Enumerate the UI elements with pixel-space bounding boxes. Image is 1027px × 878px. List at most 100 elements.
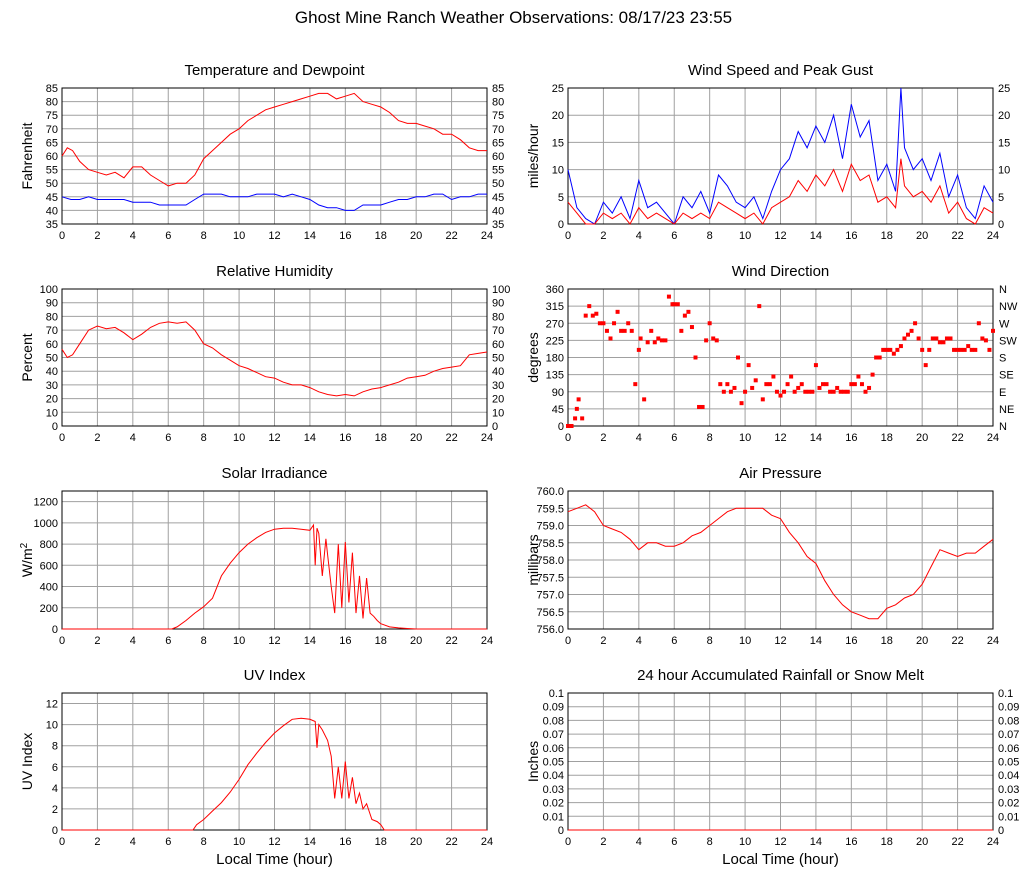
- data-point: [626, 321, 631, 326]
- y-tick-label: 0.09: [543, 702, 564, 714]
- x-tick-label: 20: [916, 432, 928, 444]
- x-tick-label: 10: [233, 836, 245, 848]
- y-tick-label-right: 50: [492, 353, 504, 365]
- data-point: [955, 347, 960, 352]
- y-tick-label: 1200: [34, 497, 58, 509]
- data-point: [642, 397, 647, 402]
- data-point: [679, 328, 684, 333]
- x-tick-label: 2: [600, 432, 606, 444]
- data-point: [785, 382, 790, 387]
- chart-title: Solar Irradiance: [222, 465, 328, 482]
- x-tick-label: 10: [739, 230, 751, 242]
- data-point: [675, 302, 680, 307]
- data-point: [629, 328, 634, 333]
- data-point: [746, 363, 751, 368]
- data-point: [927, 347, 932, 352]
- y-tick-label-right: 10: [998, 165, 1010, 177]
- x-tick-label: 6: [165, 836, 171, 848]
- data-point: [711, 336, 716, 341]
- y-tick-label-right: N: [999, 284, 1007, 296]
- x-tick-label: 22: [445, 230, 457, 242]
- y-axis-label: UV Index: [19, 733, 35, 791]
- x-tick-label: 0: [565, 635, 571, 647]
- x-tick-label: 8: [201, 432, 207, 444]
- y-tick-label: 2: [52, 804, 58, 816]
- x-tick-label: 20: [410, 230, 422, 242]
- plot-frame: [61, 490, 488, 630]
- y-tick-label-right: 0: [492, 421, 498, 433]
- x-tick-label: 4: [636, 432, 642, 444]
- x-tick-label: 14: [304, 230, 316, 242]
- data-point: [771, 374, 776, 379]
- x-axis-label: Local Time (hour): [216, 851, 333, 868]
- data-point: [796, 385, 801, 390]
- data-point: [587, 304, 592, 309]
- x-tick-label: 4: [636, 230, 642, 242]
- y-tick-label-right: 60: [492, 151, 504, 163]
- x-tick-label: 14: [810, 230, 822, 242]
- data-point: [767, 382, 772, 387]
- y-tick-label: 60: [46, 151, 58, 163]
- y-tick-label: 15: [552, 137, 564, 149]
- data-point: [728, 389, 733, 394]
- y-tick-label: 0: [558, 825, 564, 837]
- x-tick-label: 4: [130, 836, 136, 848]
- y-tick-label-right: 0.09: [998, 702, 1019, 714]
- x-tick-label: 0: [59, 230, 65, 242]
- y-tick-label: 6: [52, 762, 58, 774]
- x-tick-label: 4: [130, 635, 136, 647]
- x-tick-label: 6: [165, 230, 171, 242]
- plot-frame: [61, 288, 488, 427]
- data-point: [810, 389, 815, 394]
- x-tick-label: 20: [916, 635, 928, 647]
- data-point: [718, 382, 723, 387]
- x-tick-label: 20: [410, 836, 422, 848]
- y-tick-label-right: SE: [999, 370, 1014, 382]
- data-point: [782, 389, 787, 394]
- series-line: [567, 87, 994, 226]
- chart-title: UV Index: [244, 667, 306, 684]
- y-tick-label-right: SW: [999, 335, 1017, 347]
- y-tick-label-right: 85: [492, 83, 504, 95]
- y-tick-label: 0.07: [543, 729, 564, 741]
- x-tick-label: 18: [375, 230, 387, 242]
- y-tick-label: 60: [46, 339, 58, 351]
- data-point: [916, 336, 921, 341]
- x-tick-label: 14: [304, 432, 316, 444]
- x-tick-label: 16: [339, 432, 351, 444]
- y-tick-label: 315: [546, 301, 564, 313]
- x-tick-label: 20: [916, 836, 928, 848]
- y-axis-label: degrees: [525, 332, 541, 383]
- y-tick-label: 25: [552, 83, 564, 95]
- data-point: [739, 401, 744, 406]
- y-tick-label: 600: [40, 560, 58, 572]
- y-tick-label: 200: [40, 603, 58, 615]
- y-tick-label-right: 15: [998, 137, 1010, 149]
- data-point: [948, 336, 953, 341]
- x-tick-label: 24: [987, 230, 999, 242]
- x-tick-label: 24: [481, 635, 493, 647]
- y-tick-label: 800: [40, 539, 58, 551]
- data-point: [689, 325, 694, 330]
- data-point: [828, 389, 833, 394]
- y-tick-label-right: 0.06: [998, 743, 1019, 755]
- chart-title: Temperature and Dewpoint: [184, 62, 365, 79]
- x-tick-label: 6: [671, 635, 677, 647]
- y-tick-label: 756.0: [536, 624, 564, 636]
- data-point: [877, 355, 882, 360]
- y-tick-label: 400: [40, 582, 58, 594]
- y-tick-label: 10: [552, 165, 564, 177]
- data-point: [574, 406, 579, 411]
- data-point: [909, 328, 914, 333]
- chart-title: Air Pressure: [739, 465, 822, 482]
- y-tick-label: 20: [552, 110, 564, 122]
- y-tick-label: 759.5: [536, 503, 564, 515]
- x-tick-label: 12: [268, 432, 280, 444]
- data-point: [601, 321, 606, 326]
- data-point: [721, 389, 726, 394]
- x-tick-label: 20: [410, 635, 422, 647]
- y-tick-label: 0.08: [543, 715, 564, 727]
- y-tick-label-right: 75: [492, 110, 504, 122]
- y-tick-label-right: 80: [492, 311, 504, 323]
